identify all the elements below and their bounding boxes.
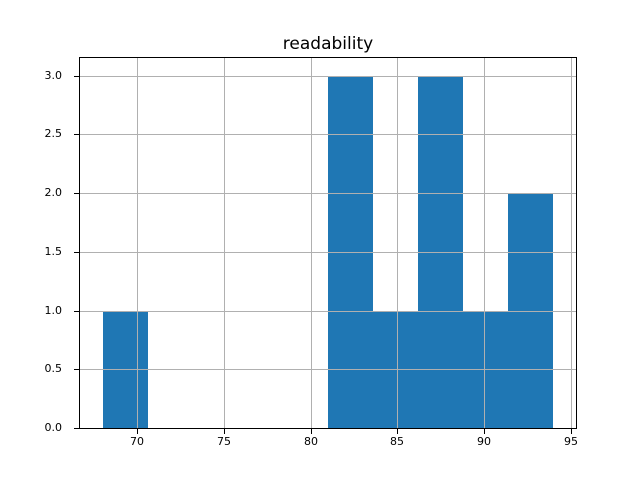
y-tick-label: 0.0	[44, 421, 63, 434]
x-gridline	[137, 58, 138, 428]
y-gridline	[80, 252, 576, 253]
y-tick-label: 0.5	[44, 362, 63, 375]
x-tick-mark	[311, 429, 312, 434]
histogram-bar	[508, 193, 553, 428]
y-tick-mark	[74, 369, 79, 370]
x-tick-mark	[571, 429, 572, 434]
x-tick-label: 95	[564, 435, 578, 448]
y-tick-mark	[74, 76, 79, 77]
x-tick-label: 75	[217, 435, 231, 448]
x-tick-mark	[397, 429, 398, 434]
x-tick-label: 80	[304, 435, 318, 448]
y-tick-mark	[74, 193, 79, 194]
x-tick-mark	[224, 429, 225, 434]
x-gridline	[224, 58, 225, 428]
plot-area	[79, 57, 577, 429]
x-tick-label: 70	[130, 435, 144, 448]
y-tick-mark	[74, 252, 79, 253]
y-tick-label: 3.0	[44, 69, 63, 82]
x-tick-mark	[484, 429, 485, 434]
x-gridline	[397, 58, 398, 428]
y-gridline	[80, 134, 576, 135]
x-tick-label: 90	[477, 435, 491, 448]
y-tick-label: 1.0	[44, 304, 63, 317]
x-gridline	[571, 58, 572, 428]
y-gridline	[80, 76, 576, 77]
y-tick-mark	[74, 311, 79, 312]
y-tick-mark	[74, 428, 79, 429]
y-gridline	[80, 193, 576, 194]
grid-layer	[80, 58, 576, 428]
y-tick-label: 2.5	[44, 127, 63, 140]
x-tick-label: 85	[390, 435, 404, 448]
x-tick-mark	[137, 429, 138, 434]
chart-title: readability	[282, 34, 374, 54]
x-gridline	[311, 58, 312, 428]
y-gridline	[80, 311, 576, 312]
y-gridline	[80, 369, 576, 370]
y-tick-mark	[74, 134, 79, 135]
y-tick-label: 1.5	[44, 245, 63, 258]
x-gridline	[484, 58, 485, 428]
y-tick-label: 2.0	[44, 186, 63, 199]
